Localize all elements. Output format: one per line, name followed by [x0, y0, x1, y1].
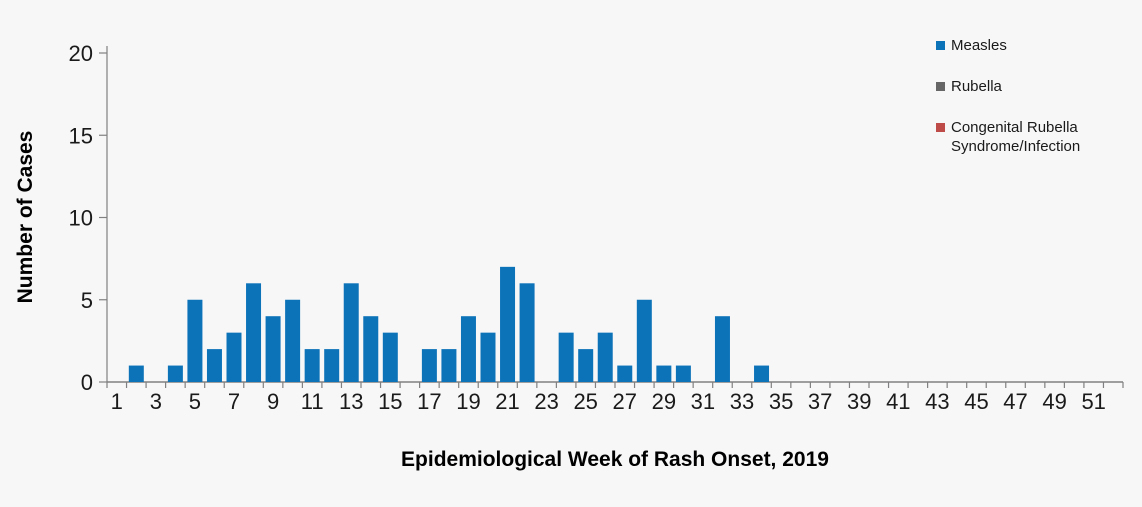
y-tick-label: 10 [69, 206, 93, 231]
legend-item-measles: Measles [936, 36, 1136, 55]
legend-swatch-rubella [936, 82, 945, 91]
x-tick-label: 35 [769, 389, 793, 414]
x-tick-label: 9 [267, 389, 279, 414]
x-tick-label: 31 [691, 389, 715, 414]
y-tick-label: 20 [69, 41, 93, 66]
bar-week-28 [636, 299, 652, 382]
x-tick-label: 33 [730, 389, 754, 414]
bar-week-13 [343, 283, 359, 382]
x-tick-label: 47 [1003, 389, 1027, 414]
legend-swatch-measles [936, 41, 945, 50]
bar-week-10 [285, 299, 301, 382]
x-tick-label: 11 [301, 389, 324, 414]
bar-week-2 [128, 365, 144, 382]
bar-week-20 [480, 332, 496, 382]
bar-week-8 [246, 283, 262, 382]
y-tick-label: 15 [69, 123, 93, 148]
bar-week-9 [265, 316, 281, 382]
legend-item-rubella: Rubella [936, 77, 1136, 96]
y-axis-title: Number of Cases [14, 130, 37, 304]
x-tick-label: 41 [886, 389, 910, 414]
bar-week-24 [558, 332, 574, 382]
bar-week-26 [597, 332, 613, 382]
x-tick-label: 25 [573, 389, 597, 414]
y-tick-label: 5 [81, 288, 93, 313]
bar-week-22 [519, 283, 535, 382]
bar-week-7 [226, 332, 242, 382]
legend-label-measles: Measles [951, 37, 1007, 54]
x-tick-label: 45 [964, 389, 988, 414]
bar-week-6 [206, 349, 222, 382]
x-tick-label: 39 [847, 389, 871, 414]
x-tick-label: 49 [1042, 389, 1066, 414]
legend-label-rubella: Rubella [951, 78, 1002, 95]
bar-week-30 [675, 365, 691, 382]
bar-week-4 [167, 365, 183, 382]
bar-week-21 [500, 266, 516, 382]
bar-week-11 [304, 349, 320, 382]
x-tick-label: 43 [925, 389, 949, 414]
x-tick-label: 5 [189, 389, 201, 414]
bar-week-12 [324, 349, 340, 382]
x-tick-label: 15 [378, 389, 402, 414]
bar-week-15 [382, 332, 398, 382]
legend-item-crs: Congenital Rubella Syndrome/Infection [936, 118, 1136, 156]
x-tick-label: 51 [1081, 389, 1105, 414]
x-tick-label: 23 [534, 389, 558, 414]
x-tick-label: 7 [228, 389, 240, 414]
legend-label-crs: Congenital Rubella Syndrome/Infection [951, 119, 1081, 155]
x-tick-label: 1 [111, 389, 123, 414]
bar-week-34 [754, 365, 770, 382]
legend: Measles Rubella Congenital Rubella Syndr… [936, 36, 1136, 178]
x-axis-title: Epidemiological Week of Rash Onset, 2019 [401, 448, 829, 471]
x-tick-label: 37 [808, 389, 832, 414]
bar-week-27 [617, 365, 633, 382]
x-tick-label: 27 [613, 389, 637, 414]
bar-week-14 [363, 316, 379, 382]
bar-week-5 [187, 299, 203, 382]
x-tick-label: 19 [456, 389, 480, 414]
x-tick-label: 29 [652, 389, 676, 414]
bar-week-17 [421, 349, 437, 382]
x-tick-label: 3 [150, 389, 162, 414]
bar-week-18 [441, 349, 457, 382]
bar-week-29 [656, 365, 672, 382]
y-tick-label: 0 [81, 370, 93, 395]
bar-week-19 [460, 316, 476, 382]
x-tick-label: 17 [417, 389, 441, 414]
legend-swatch-crs [936, 123, 945, 132]
x-tick-label: 21 [495, 389, 519, 414]
x-tick-label: 13 [339, 389, 363, 414]
bar-week-25 [578, 349, 594, 382]
bar-week-32 [714, 316, 730, 382]
